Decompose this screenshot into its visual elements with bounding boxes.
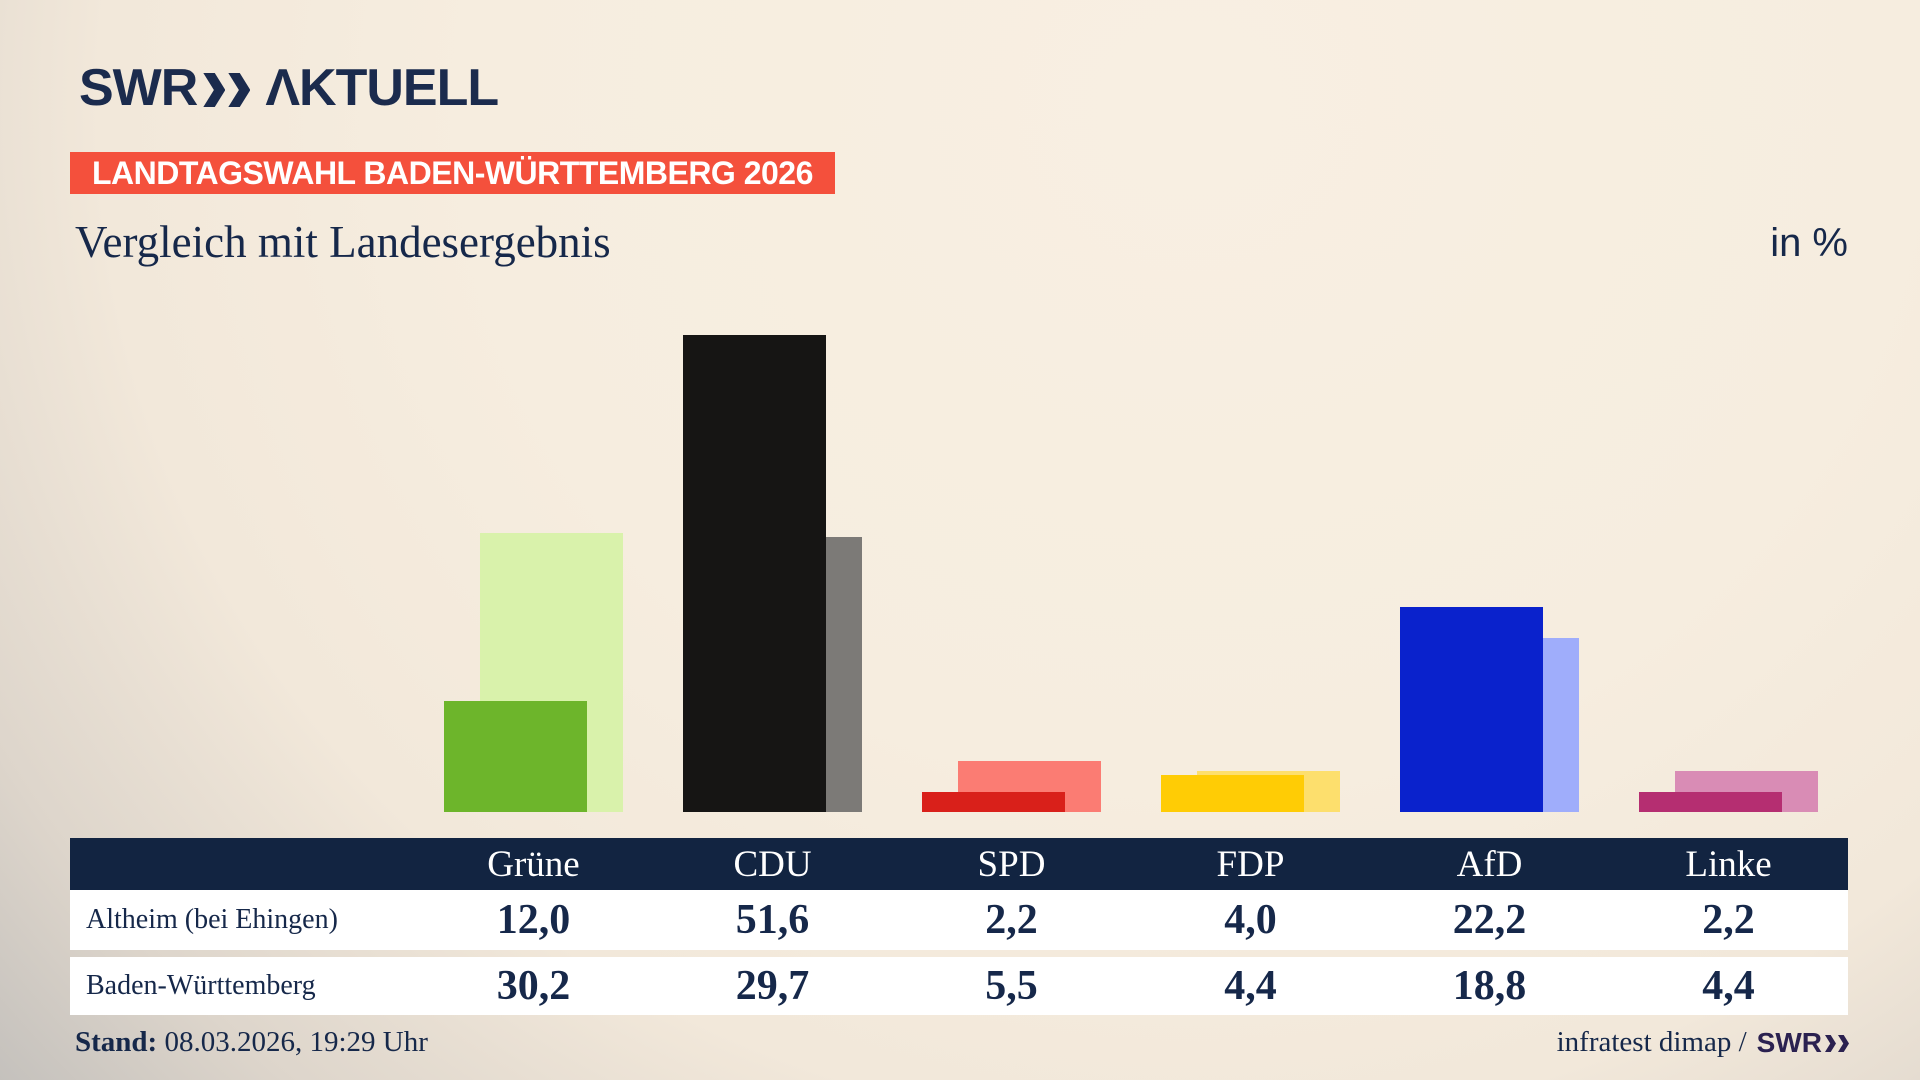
- chevron-right-icon: [228, 73, 251, 107]
- table-row: Baden-Württemberg 30,2 29,7 5,5 4,4 18,8 4,4: [70, 957, 1848, 1015]
- logo-swr-text: SWR: [79, 59, 198, 117]
- timestamp: Stand: 08.03.2026, 19:29 Uhr: [75, 1026, 428, 1059]
- row-label-baden-wurttemberg: Baden-Württemberg: [86, 970, 316, 1001]
- source-credit: infratest dimap / SWR: [1557, 1026, 1851, 1059]
- table-header-row: Grüne CDU SPD FDP AfD Linke: [70, 838, 1848, 890]
- value-fdp-row1: 4,4: [1224, 963, 1277, 1009]
- column-header-afd: AfD: [1456, 843, 1523, 885]
- swr-chevrons-icon: [1825, 1035, 1851, 1052]
- chevron-right-icon: [1838, 1035, 1849, 1052]
- bar-fdp-local: [1161, 775, 1304, 812]
- bar-cdu-local: [683, 335, 826, 812]
- column-header-grune: Grüne: [487, 843, 580, 885]
- bar-linke-local: [1639, 791, 1782, 812]
- value-linke-row1: 4,4: [1702, 963, 1755, 1009]
- footer-swr-text: SWR: [1756, 1026, 1822, 1058]
- row-label-altheim-bei-ehingen-: Altheim (bei Ehingen): [86, 904, 338, 935]
- bar-chart: [444, 335, 1818, 812]
- chevron-right-icon: [203, 73, 226, 107]
- source-text: infratest dimap /: [1556, 1026, 1747, 1058]
- value-grune-row0: 12,0: [496, 897, 571, 943]
- bar-grune-local: [444, 701, 587, 812]
- bar-afd-local: [1400, 606, 1543, 812]
- results-table: Grüne CDU SPD FDP AfD Linke Altheim (bei Ehin…: [70, 838, 1848, 1015]
- column-header-linke: Linke: [1685, 843, 1772, 885]
- value-cdu-row0: 51,6: [735, 897, 810, 943]
- column-header-cdu: CDU: [733, 843, 812, 885]
- chart-title: Vergleich mit Landesergebnis: [75, 217, 611, 267]
- timestamp-label: Stand:: [75, 1026, 158, 1058]
- election-badge: LANDTAGSWAHL BADEN-WÜRTTEMBERG 2026: [70, 152, 835, 194]
- timestamp-value: 08.03.2026, 19:29 Uhr: [157, 1026, 428, 1058]
- value-fdp-row0: 4,0: [1224, 897, 1277, 943]
- value-linke-row0: 2,2: [1702, 897, 1755, 943]
- bar-spd-local: [922, 791, 1065, 812]
- value-cdu-row1: 29,7: [735, 963, 810, 1009]
- chevron-right-icon: [1825, 1035, 1836, 1052]
- logo-product-text: ΛKTUELL: [265, 59, 499, 117]
- value-grune-row1: 30,2: [496, 963, 571, 1009]
- swr-aktuell-logo: SWR ΛKTUELL: [79, 59, 499, 117]
- value-afd-row0: 22,2: [1452, 897, 1527, 943]
- value-spd-row1: 5,5: [985, 963, 1038, 1009]
- table-row: Altheim (bei Ehingen) 12,0 51,6 2,2 4,0 22,2 2…: [70, 890, 1848, 950]
- unit-label: in %: [1770, 221, 1848, 265]
- value-spd-row0: 2,2: [985, 897, 1038, 943]
- column-header-spd: SPD: [977, 843, 1046, 885]
- swr-footer-logo: SWR: [1757, 1027, 1851, 1059]
- value-afd-row1: 18,8: [1452, 963, 1527, 1009]
- column-header-fdp: FDP: [1216, 843, 1285, 885]
- swr-chevrons-icon: [203, 73, 253, 107]
